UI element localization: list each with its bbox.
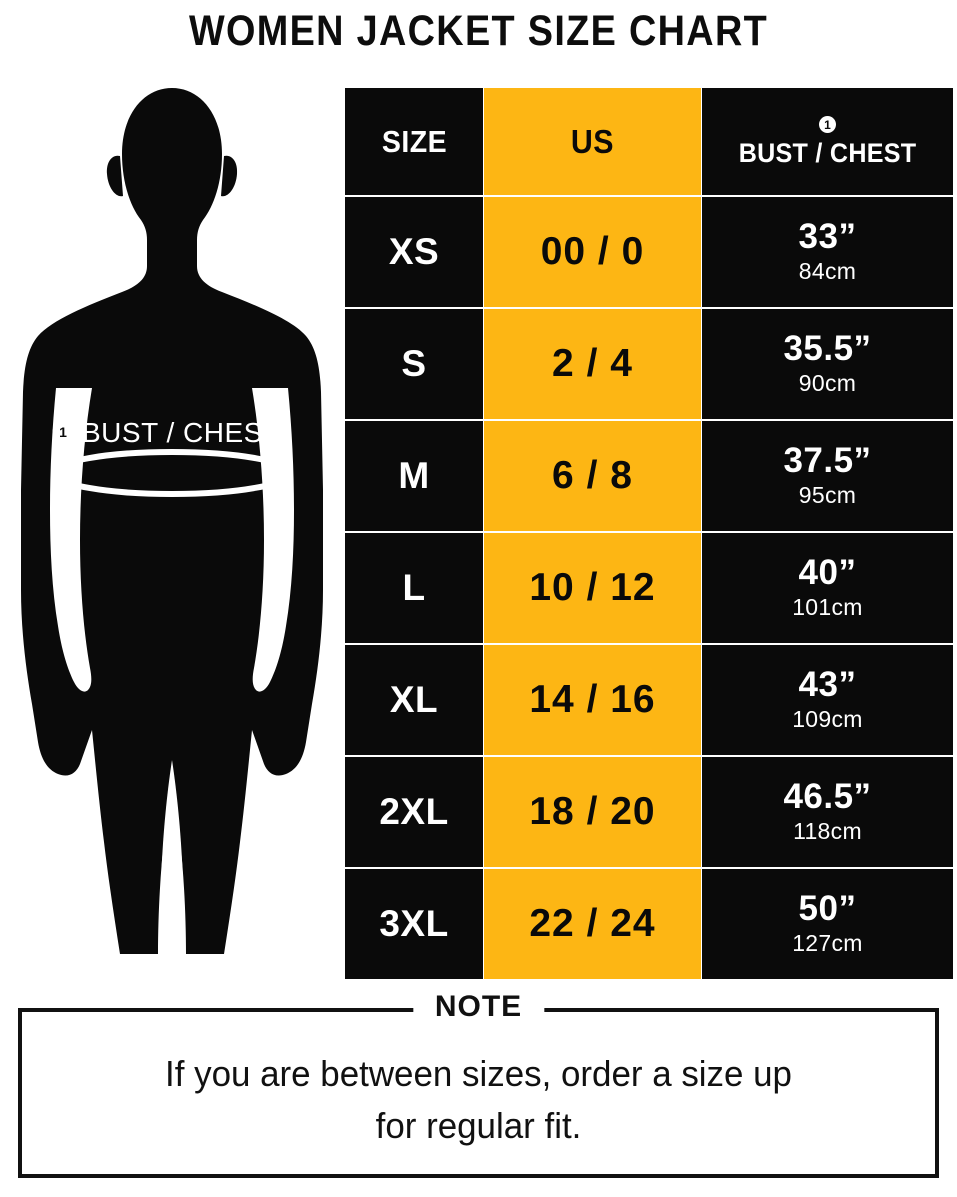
us-value: 6 / 8 (552, 454, 633, 497)
header-cell-size: SIZE (345, 88, 483, 195)
bust-cm-value: 109cm (792, 705, 863, 732)
size-value: L (402, 567, 426, 608)
us-value: 2 / 4 (552, 342, 633, 385)
size-chart-table: SIZE US 1 BUST / CHEST XS 00 / 0 33” 84c… (345, 88, 954, 979)
bust-inches-value: 33” (798, 216, 857, 256)
page-title: WOMEN JACKET SIZE CHART (188, 7, 769, 55)
note-title: NOTE (412, 990, 545, 1024)
cell-us: 00 / 0 (484, 197, 701, 307)
header-cell-us: US (484, 88, 701, 195)
cell-size: L (345, 533, 483, 643)
bust-inches-value: 50” (798, 888, 857, 928)
cell-us: 22 / 24 (484, 869, 701, 979)
cell-bust: 35.5” 90cm (702, 309, 953, 419)
note-box: NOTE If you are between sizes, order a s… (18, 990, 939, 1178)
cell-bust: 33” 84cm (702, 197, 953, 307)
header-label-size: SIZE (381, 123, 447, 159)
bust-cm-value: 118cm (793, 817, 862, 844)
size-value: 3XL (379, 903, 449, 944)
cell-us: 2 / 4 (484, 309, 701, 419)
bust-cm-value: 101cm (792, 593, 863, 620)
size-value: M (398, 455, 430, 496)
size-value: XL (389, 679, 439, 720)
cell-size: 2XL (345, 757, 483, 867)
cell-bust: 43” 109cm (702, 645, 953, 755)
size-value: S (401, 343, 427, 384)
table-row: L 10 / 12 40” 101cm (345, 533, 954, 643)
cell-bust: 50” 127cm (702, 869, 953, 979)
table-row: XS 00 / 0 33” 84cm (345, 197, 954, 307)
bust-inches-value: 40” (798, 552, 857, 592)
bust-inches-value: 46.5” (783, 776, 872, 816)
size-value: 2XL (379, 791, 449, 832)
us-value: 14 / 16 (529, 678, 656, 721)
cell-size: M (345, 421, 483, 531)
cell-us: 10 / 12 (484, 533, 701, 643)
bust-cm-value: 84cm (798, 257, 857, 284)
table-header-row: SIZE US 1 BUST / CHEST (345, 88, 954, 195)
us-value: 18 / 20 (529, 790, 656, 833)
bust-badge-icon: 1 (819, 116, 836, 133)
cell-bust: 37.5” 95cm (702, 421, 953, 531)
bust-measure-label-group: 1 BUST / CHEST (52, 417, 280, 448)
bust-inches-value: 43” (798, 664, 857, 704)
cell-us: 14 / 16 (484, 645, 701, 755)
table-row: XL 14 / 16 43” 109cm (345, 645, 954, 755)
header-label-bust: BUST / CHEST (738, 138, 917, 168)
table-row: 2XL 18 / 20 46.5” 118cm (345, 757, 954, 867)
table-row: 3XL 22 / 24 50” 127cm (345, 869, 954, 979)
note-body: If you are between sizes, order a size u… (36, 1048, 922, 1152)
cell-bust: 40” 101cm (702, 533, 953, 643)
bust-inches-value: 37.5” (783, 440, 872, 480)
body-silhouette-panel: 1 BUST / CHEST (0, 70, 345, 960)
bust-cm-value: 127cm (792, 929, 863, 956)
cell-size: 3XL (345, 869, 483, 979)
us-value: 10 / 12 (529, 566, 656, 609)
note-line-2: for regular fit. (375, 1105, 582, 1147)
measure-badge-circle-icon (52, 421, 74, 443)
measure-badge-number: 1 (59, 424, 67, 440)
size-value: XS (388, 231, 440, 272)
bust-inches-value: 35.5” (783, 328, 872, 368)
cell-size: XL (345, 645, 483, 755)
header-cell-bust: 1 BUST / CHEST (702, 88, 953, 195)
us-value: 22 / 24 (529, 902, 656, 945)
table-row: M 6 / 8 37.5” 95cm (345, 421, 954, 531)
cell-size: S (345, 309, 483, 419)
us-value: 00 / 0 (540, 230, 645, 273)
female-body-silhouette-icon: 1 BUST / CHEST (21, 88, 323, 954)
bust-cm-value: 90cm (798, 369, 857, 396)
bust-cm-value: 95cm (798, 481, 857, 508)
cell-size: XS (345, 197, 483, 307)
measure-label-text: BUST / CHEST (82, 417, 280, 448)
header-label-us: US (570, 122, 615, 160)
table-row: S 2 / 4 35.5” 90cm (345, 309, 954, 419)
cell-us: 18 / 20 (484, 757, 701, 867)
cell-bust: 46.5” 118cm (702, 757, 953, 867)
note-line-1: If you are between sizes, order a size u… (165, 1053, 792, 1094)
cell-us: 6 / 8 (484, 421, 701, 531)
